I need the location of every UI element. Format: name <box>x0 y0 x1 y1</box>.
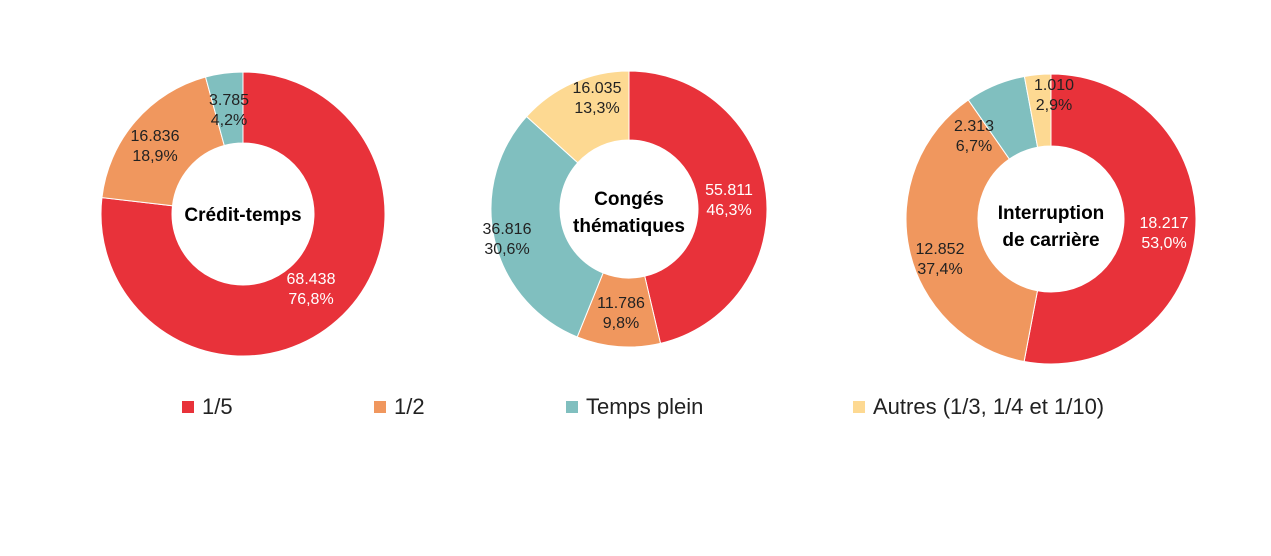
legend-label-1-5: 1/5 <box>202 394 233 419</box>
slice-label-cong-s-th-matiques-temps-plein: 36.816 30,6% <box>483 221 532 258</box>
legend-item-1-2: 1/2 <box>374 392 425 422</box>
slice-label-cong-s-th-matiques-1-2: 11.786 9,8% <box>597 295 645 332</box>
slice-label-interruption-de-carri-re-1-2: 12.852 37,4% <box>916 241 965 278</box>
slice-cong-s-th-matiques-autres-1-3-1-4-et-1-10 <box>525 70 630 164</box>
legend-swatch-autres <box>853 401 865 413</box>
slice-label-cr-dit-temps-1-2: 16.836 18,9% <box>131 128 180 165</box>
slice-label-interruption-de-carri-re-1-5: 18.217 53,0% <box>1140 215 1189 252</box>
legend-item-temps-plein: Temps plein <box>566 392 703 422</box>
slice-cr-dit-temps-temps-plein <box>204 71 244 147</box>
slice-interruption-de-carri-re-1-5 <box>1023 73 1197 365</box>
legend-item-1-5: 1/5 <box>182 392 233 422</box>
legend-swatch-1-2 <box>374 401 386 413</box>
donut-cong-s-th-matiques: 55.811 46,3% 11.786 9,8% 36.816 30,6% 16.035 13… <box>483 70 768 348</box>
legend-label-1-2: 1/2 <box>394 394 425 419</box>
donut-title-cr-dit-temps: Crédit-temps <box>184 205 301 226</box>
legend: 1/5 1/2 Temps plein Autres (1/3, 1/4 et … <box>0 392 1271 422</box>
slice-label-interruption-de-carri-re-temps-plein: 2.313 6,7% <box>954 118 994 155</box>
slice-interruption-de-carri-re-1-2 <box>905 99 1039 363</box>
slice-label-cong-s-th-matiques-autres-1-3-1-4-et-1-10: 16.035 13,3% <box>573 80 622 117</box>
donut-title-cong-s-th-matiques: Congés thématiques <box>573 189 685 237</box>
donut-cr-dit-temps: 68.438 76,8% 16.836 18,9% 3.785 4,2% Crédit-te… <box>100 71 386 357</box>
donut-title-interruption-de-carri-re: Interruption de carrière <box>998 203 1105 251</box>
slice-cong-s-th-matiques-1-5 <box>628 70 768 344</box>
legend-swatch-1-5 <box>182 401 194 413</box>
legend-item-autres: Autres (1/3, 1/4 et 1/10) <box>853 392 1104 422</box>
slice-label-cr-dit-temps-temps-plein: 3.785 4,2% <box>209 92 249 129</box>
donut-interruption-de-carri-re: 18.217 53,0% 12.852 37,4% 2.313 6,7% 1.010 2,9%… <box>905 73 1197 365</box>
slice-label-cong-s-th-matiques-1-5: 55.811 46,3% <box>705 182 753 219</box>
legend-label-autres: Autres (1/3, 1/4 et 1/10) <box>873 394 1105 419</box>
donut-charts: 68.438 76,8% 16.836 18,9% 3.785 4,2% Crédit-te… <box>100 70 1197 365</box>
slice-cr-dit-temps-1-5 <box>100 71 386 357</box>
legend-label-temps-plein: Temps plein <box>586 394 704 419</box>
slice-interruption-de-carri-re-autres-1-3-1-4-et-1-10 <box>1023 73 1052 148</box>
slice-cong-s-th-matiques-temps-plein <box>490 115 604 338</box>
legend-swatch-temps-plein <box>566 401 578 413</box>
slice-label-cr-dit-temps-1-5: 68.438 76,8% <box>287 271 336 308</box>
slice-label-interruption-de-carri-re-autres-1-3-1-4-et-1-10: 1.010 2,9% <box>1034 77 1074 114</box>
